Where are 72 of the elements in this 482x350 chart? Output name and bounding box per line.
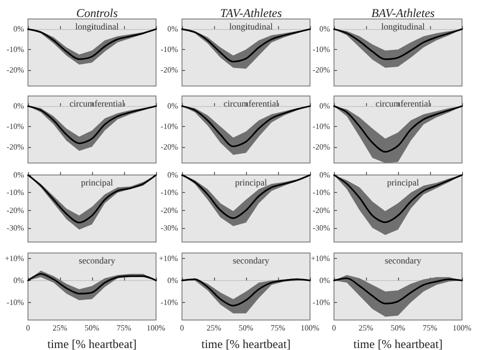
y-tick-label: 0% [319,102,330,111]
y-tick-label: -20% [160,65,178,74]
chart-subtitle: principal [235,178,268,188]
chart-subtitle: longitudinal [229,22,274,32]
chart-subtitle: secondary [232,256,270,266]
chart-title: TAV-Athletes [220,6,282,20]
y-tick-label: -30% [6,223,24,232]
y-tick-label: -20% [312,65,330,74]
y-tick-label: -10% [6,122,24,131]
y-tick-label: -10% [312,44,330,54]
chart-subtitle: circumferential [70,98,125,108]
x-tick-label: 100% [300,324,320,332]
y-tick-label: 0% [167,276,178,285]
y-tick-label: 0% [319,170,330,180]
x-tick-label: 100% [146,324,166,332]
x-tick-label: 50% [390,324,406,332]
y-tick-label: -10% [6,298,24,307]
y-tick-label: 0% [167,24,178,34]
y-tick-label: -10% [160,188,178,198]
chart-subtitle: principal [81,178,114,188]
y-tick-label: 0% [167,102,178,111]
chart-subtitle: secondary [384,256,422,266]
y-tick-label: 0% [13,276,24,285]
x-tick-label: 25% [52,324,68,332]
chart-subtitle: secondary [78,256,116,266]
y-tick-label: -20% [6,206,24,215]
y-tick-label: 0% [319,276,330,285]
x-tick-label: 50% [238,324,254,332]
y-tick-label: -20% [160,206,178,215]
y-tick-label: -10% [312,122,330,131]
x-tick-label: 75% [270,324,286,332]
chart-subtitle: longitudinal [75,22,120,32]
x-tick-label: 50% [84,324,100,332]
x-tick-label: 25% [358,324,374,332]
y-tick-label: 0% [13,24,24,34]
y-tick-label: -10% [312,298,330,307]
x-tick-label: 0 [332,324,336,332]
chart-subtitle: circumferential [376,98,431,108]
y-tick-label: +10% [158,254,178,263]
y-tick-label: +10% [4,254,24,263]
x-tick-label: 100% [452,324,472,332]
x-tick-label: 75% [422,324,438,332]
y-tick-label: -10% [160,122,178,131]
y-tick-label: -20% [6,65,24,74]
y-tick-label: 0% [167,170,178,180]
chart-subtitle: longitudinal [381,22,426,32]
y-tick-label: -30% [160,223,178,232]
chart-subtitle: principal [387,178,420,188]
y-tick-label: -10% [6,188,24,198]
y-tick-label: 0% [13,170,24,180]
y-tick-label: -20% [6,142,24,152]
chart-title: BAV-Athletes [371,6,436,20]
y-tick-label: -20% [312,142,330,152]
x-tick-label: 0 [180,324,184,332]
chart-title: Controls [76,6,118,20]
y-tick-label: -10% [312,188,330,198]
x-axis-title: time [% heartbeat] [353,337,443,350]
chart-subtitle: circumferential [224,98,279,108]
x-axis-title: time [% heartbeat] [201,337,291,350]
y-tick-label: -10% [160,44,178,54]
x-tick-label: 25% [206,324,222,332]
x-tick-label: 75% [116,324,132,332]
y-tick-label: 0% [319,24,330,34]
y-tick-label: 0% [13,102,24,111]
y-tick-label: -20% [312,206,330,215]
y-tick-label: -10% [160,298,178,307]
y-tick-label: -10% [6,44,24,54]
x-axis-title: time [% heartbeat] [47,337,137,350]
y-tick-label: -20% [160,142,178,152]
y-tick-label: -30% [312,223,330,232]
y-tick-label: +10% [310,254,330,263]
x-tick-label: 0 [26,324,30,332]
